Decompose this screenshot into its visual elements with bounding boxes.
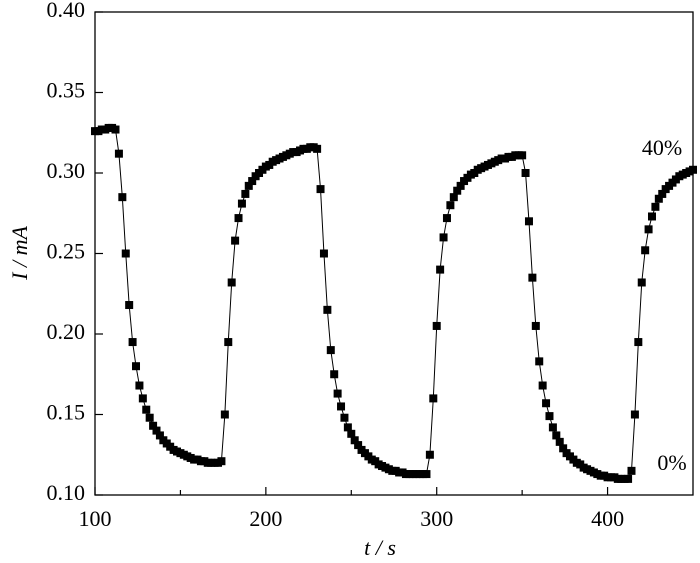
data-point [138,394,147,403]
data-point [248,177,257,186]
data-point [220,410,229,419]
data-point [442,214,451,223]
data-point [125,301,134,310]
data-point [531,321,540,330]
data-point [436,265,445,274]
series-line [95,127,694,480]
data-point [528,273,537,282]
data-point [559,444,568,453]
data-point [227,278,236,287]
data-point [429,394,438,403]
data-point [319,249,328,258]
data-point [316,185,325,194]
data-point [524,217,533,226]
data-point [340,413,349,422]
data-point [217,457,226,466]
y-tick-label: 0.20 [47,319,86,344]
data-point [231,236,240,245]
data-point [152,426,161,435]
x-axis-label: t / s [364,535,396,560]
data-point [548,423,557,432]
data-point [114,149,123,158]
data-point [654,194,663,203]
data-point [535,357,544,366]
data-point [449,193,458,202]
data-point [244,181,253,190]
data-point [634,338,643,347]
data-point [241,189,250,198]
data-point [330,370,339,379]
data-point [326,346,335,355]
annotation: 0% [657,450,686,475]
y-tick-label: 0.40 [47,0,86,22]
data-point [446,201,455,210]
data-point [237,199,246,208]
y-tick-label: 0.25 [47,239,86,264]
data-point [224,338,233,347]
data-point [343,423,352,432]
data-point [350,436,359,445]
data-point [333,389,342,398]
data-point [155,431,164,440]
data-point [627,466,636,475]
data-point [432,321,441,330]
x-tick-label: 400 [591,506,624,531]
data-point [630,410,639,419]
data-point [644,225,653,234]
data-point [641,246,650,255]
y-tick-label: 0.30 [47,158,86,183]
data-point [647,212,656,221]
data-point [111,125,120,134]
y-tick-label: 0.10 [47,480,86,505]
data-point [624,474,633,483]
y-tick-label: 0.15 [47,400,86,425]
plot-frame [94,11,694,496]
data-point [121,249,130,258]
data-point [323,305,332,314]
data-point [347,429,356,438]
y-axis-label: I / mA [7,226,32,281]
data-point [337,402,346,411]
data-point [542,399,551,408]
data-point [422,470,431,479]
data-point [354,441,363,450]
data-point [234,214,243,223]
x-tick-label: 100 [79,506,112,531]
y-tick-label: 0.35 [47,78,86,103]
data-point [651,202,660,211]
data-point [439,233,448,242]
data-point [313,144,322,153]
data-point [555,437,564,446]
data-point [637,278,646,287]
data-point [456,181,465,190]
x-tick-label: 300 [420,506,453,531]
data-point [552,431,561,440]
data-point [521,169,530,177]
data-point [118,193,127,202]
data-point [453,186,462,195]
data-point [545,412,554,421]
data-point [658,189,667,198]
data-point [149,421,158,430]
data-point [145,413,154,422]
data-point [135,381,144,390]
data-point [132,362,141,371]
data-point [518,151,527,160]
data-point [142,405,151,414]
data-point [425,450,434,459]
x-tick-label: 200 [249,506,282,531]
data-point [128,338,137,347]
data-point [538,381,547,390]
data-point [689,165,697,174]
annotation: 40% [642,135,682,160]
